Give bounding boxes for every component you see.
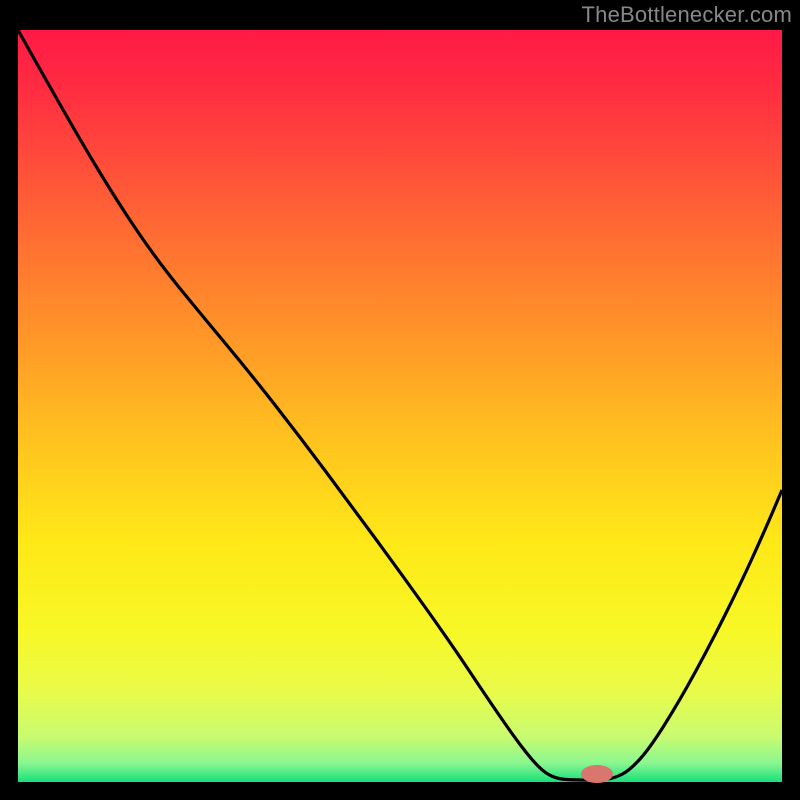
- watermark-label: TheBottlenecker.com: [582, 2, 792, 28]
- plot-background: [18, 30, 782, 782]
- bottleneck-curve-chart: [0, 0, 800, 800]
- optimum-marker: [581, 765, 613, 783]
